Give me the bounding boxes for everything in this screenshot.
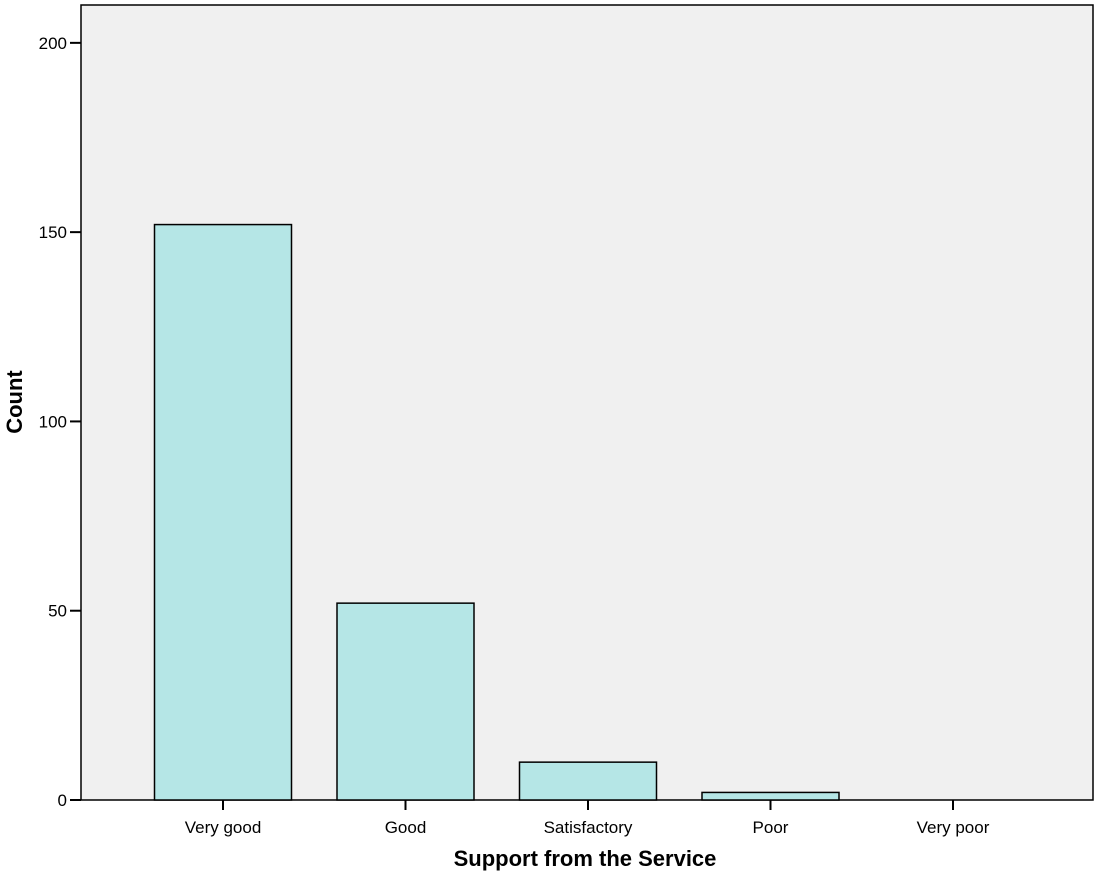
y-tick-label: 200 bbox=[39, 34, 67, 53]
y-tick-label: 100 bbox=[39, 412, 67, 431]
x-tick-label: Satisfactory bbox=[544, 818, 633, 837]
y-tick-label: 50 bbox=[48, 602, 67, 621]
y-tick-label: 150 bbox=[39, 223, 67, 242]
y-axis-title: Count bbox=[2, 370, 27, 434]
x-tick-label: Very good bbox=[185, 818, 262, 837]
bar bbox=[518, 761, 658, 801]
x-tick-label: Very poor bbox=[917, 818, 990, 837]
x-tick-label: Poor bbox=[753, 818, 789, 837]
bars-layer bbox=[153, 223, 840, 801]
y-axis: 0 50 100 150 200 bbox=[39, 34, 81, 810]
x-axis: Very good Good Satisfactory Poor Very poor bbox=[185, 800, 990, 837]
bar bbox=[153, 223, 293, 801]
y-tick-label: 0 bbox=[58, 791, 67, 810]
x-axis-title: Support from the Service bbox=[454, 846, 717, 871]
bar bbox=[336, 602, 475, 801]
x-tick-label: Good bbox=[385, 818, 427, 837]
bar bbox=[701, 791, 840, 801]
